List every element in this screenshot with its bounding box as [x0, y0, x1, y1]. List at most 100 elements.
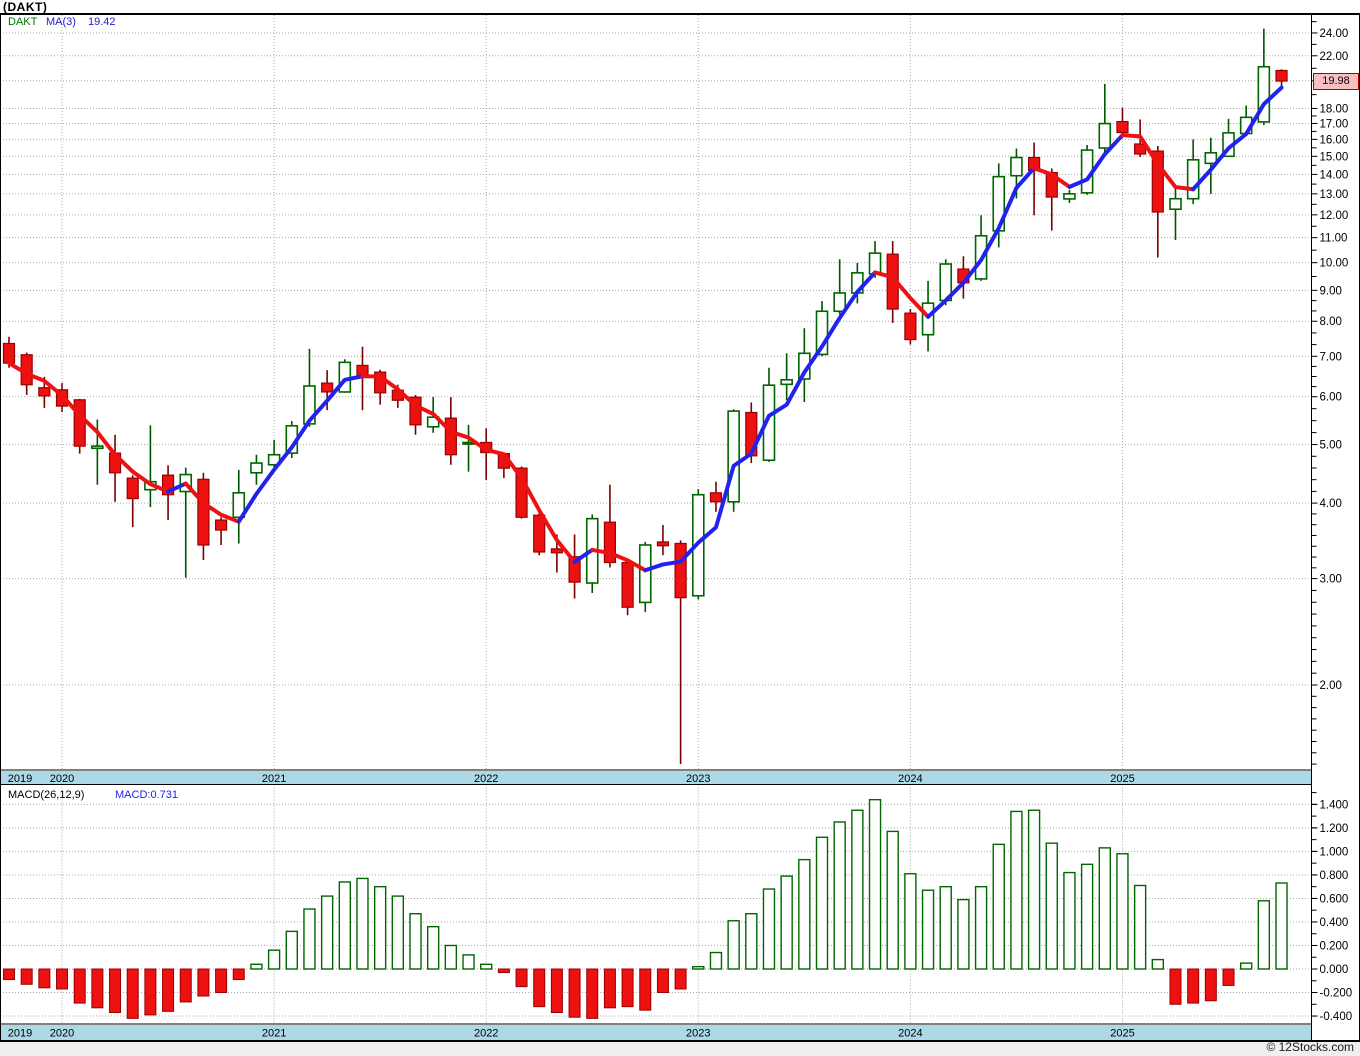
candle-body [38, 387, 51, 397]
candle-body [550, 548, 563, 554]
ma-line-rising [1191, 85, 1284, 192]
macd-bar-positive [285, 930, 298, 970]
ma-line-rising [166, 481, 188, 494]
candle-body [674, 542, 687, 599]
candle-body [1186, 159, 1200, 200]
ma-line-falling [360, 374, 577, 564]
ma-line-falling [873, 270, 931, 319]
macd-bar-negative [568, 968, 581, 1018]
macd-bar-negative [639, 968, 652, 1011]
candle-body [515, 467, 528, 518]
macd-bar-positive [1133, 884, 1147, 970]
candle-body [1275, 69, 1288, 82]
macd-bar-positive [444, 944, 458, 970]
macd-bar-positive [886, 830, 899, 970]
candle-body [1257, 65, 1271, 123]
candle-body [91, 445, 104, 450]
macd-bar-negative [38, 968, 51, 989]
macd-bar-positive [921, 889, 935, 970]
macd-bar-negative [674, 968, 687, 990]
footer-background [0, 1041, 1360, 1056]
candle-body [568, 556, 581, 583]
candle-body [214, 519, 228, 531]
macd-bar-positive [868, 798, 882, 970]
macd-bar-negative [162, 968, 175, 1012]
header-underline [0, 13, 1360, 15]
macd-bar-positive [798, 858, 811, 970]
macd-bar-positive [833, 821, 846, 970]
year-label: 2025 [1110, 1028, 1134, 1040]
macd-bar-positive [709, 951, 723, 970]
macd-bar-negative [179, 968, 192, 1003]
macd-bar-positive [727, 920, 740, 970]
macd-bar-positive [479, 963, 493, 970]
candle-body [603, 521, 617, 564]
macd-bar-positive [1098, 847, 1111, 970]
year-label: 2021 [262, 773, 286, 785]
price-axis-label: 24.00 [1320, 28, 1349, 40]
candle-body [250, 462, 263, 474]
macd-bar-negative [109, 968, 122, 1014]
macd-bar-negative [621, 968, 634, 1008]
price-axis-label: 22.00 [1320, 51, 1349, 63]
ma-line-falling [7, 361, 171, 494]
price-axis-label: 3.00 [1320, 574, 1342, 586]
macd-bar-positive [267, 949, 281, 970]
candle-body [762, 384, 776, 462]
macd-bar-negative [497, 968, 510, 974]
macd-axis-label: 0.800 [1320, 870, 1349, 882]
macd-bar-positive [320, 895, 334, 970]
price-axis-label: 18.00 [1320, 103, 1349, 115]
price-axis-label: 2.00 [1320, 680, 1342, 692]
legend-symbol: DAKT [8, 16, 38, 28]
x-axis-strip-price [0, 771, 1311, 785]
ma-line-falling [590, 547, 648, 573]
macd-bar-positive [851, 809, 864, 970]
candle-body [1169, 197, 1182, 211]
year-label: 2023 [686, 773, 710, 785]
candle-body [638, 544, 652, 604]
year-label: 2024 [898, 1028, 922, 1040]
price-axis-label: 15.00 [1320, 151, 1349, 163]
candle-body [2, 342, 16, 364]
candle-body [727, 410, 740, 503]
candle-body [1063, 193, 1076, 200]
macd-bar-negative [56, 968, 69, 990]
macd-bar-positive [1116, 853, 1129, 970]
price-axis-label: 12.00 [1320, 210, 1349, 222]
ma-line-falling [1032, 166, 1072, 189]
price-axis-label: 11.00 [1320, 233, 1348, 245]
macd-axis-label: -0.200 [1320, 988, 1353, 1000]
year-label: 2022 [474, 773, 498, 785]
macd-bar-positive [1275, 882, 1288, 970]
year-label: 2019 [8, 1028, 32, 1040]
legend-ma-label: MA(3) [46, 16, 76, 28]
last-price-badge: 19.98 [1313, 73, 1359, 90]
year-label: 2022 [474, 1028, 498, 1040]
candle-body [409, 396, 422, 426]
macd-bar-positive [780, 875, 793, 970]
ma-line-rising [1067, 133, 1125, 189]
candle-body [232, 492, 246, 519]
candle-body [444, 417, 457, 456]
macd-axis-label: 1.200 [1320, 823, 1349, 835]
candle-body [126, 477, 139, 500]
ma-line-falling [1120, 133, 1196, 192]
price-axis-label: 10.00 [1320, 258, 1349, 270]
macd-bar-negative [1187, 968, 1200, 1004]
macd-bar-negative [73, 968, 86, 1004]
ma-line-rising [643, 270, 878, 573]
macd-bar-positive [745, 913, 758, 970]
candle-body [73, 399, 86, 447]
bottom-border [0, 1040, 1360, 1042]
candle-body [161, 474, 175, 496]
candle-body [921, 302, 935, 336]
macd-bar-negative [1169, 968, 1182, 1005]
ma-line-rising [572, 547, 595, 564]
macd-indicator-label: MACD(26,12,9) [8, 789, 85, 801]
watermark-link[interactable]: © 12Stocks.com [1266, 1040, 1354, 1054]
x-axis-strip-macd [0, 1025, 1311, 1040]
legend-ma-value: 19.42 [88, 16, 116, 28]
macd-current-value: MACD:0.731 [115, 789, 178, 801]
